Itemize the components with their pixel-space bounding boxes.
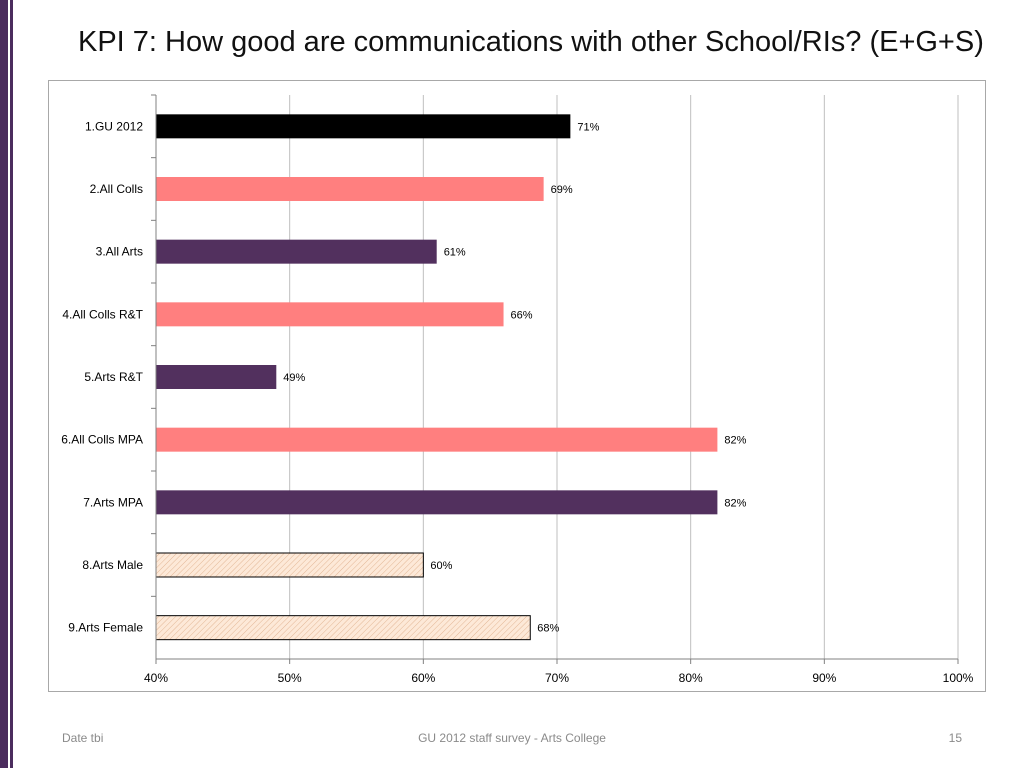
- category-label: 9.Arts Female: [68, 621, 143, 635]
- bar: [155, 615, 531, 641]
- side-accent-line: [10, 0, 13, 768]
- bar: [156, 239, 437, 264]
- data-label: 68%: [537, 623, 559, 635]
- category-label: 5.Arts R&T: [84, 370, 143, 384]
- category-label: 3.All Arts: [96, 245, 143, 259]
- x-tick-label: 40%: [144, 671, 168, 685]
- axes: 40% 50% 60% 70% 80% 90% 100% 1.GU 2012 2.All Col…: [61, 94, 974, 685]
- data-label: 66%: [511, 309, 533, 321]
- category-label: 6.All Colls MPA: [61, 433, 143, 447]
- bar: [156, 427, 718, 452]
- chart-frame: 71% 69% 61% 66% 49% 82% 82% 60% 68% 40% 50% 60% 70%…: [48, 80, 986, 692]
- data-label: 49%: [283, 372, 305, 384]
- x-tick-label: 60%: [411, 671, 435, 685]
- category-label: 1.GU 2012: [85, 119, 143, 133]
- x-tick-label: 70%: [545, 671, 569, 685]
- data-label: 69%: [551, 184, 573, 196]
- footer-title: GU 2012 staff survey - Arts College: [418, 731, 606, 745]
- x-tick-label: 90%: [812, 671, 836, 685]
- x-tick-label: 80%: [679, 671, 703, 685]
- bar: [156, 365, 277, 389]
- category-label: 7.Arts MPA: [83, 495, 143, 509]
- category-label: 2.All Colls: [90, 182, 143, 196]
- side-accent-bar: [0, 0, 8, 768]
- data-label: 71%: [577, 121, 599, 133]
- data-label: 60%: [430, 560, 452, 572]
- bar: [156, 302, 504, 327]
- bar: [156, 114, 571, 139]
- bar-chart: 71% 69% 61% 66% 49% 82% 82% 60% 68% 40% 50% 60% 70%…: [61, 94, 974, 685]
- page-title: KPI 7: How good are communications with …: [78, 26, 984, 58]
- bar: [155, 552, 424, 578]
- x-tick-label: 50%: [278, 671, 302, 685]
- bar: [156, 490, 718, 515]
- x-tick-label: 100%: [943, 671, 974, 685]
- category-label: 8.Arts Male: [82, 558, 143, 572]
- footer-date: Date tbi: [62, 731, 104, 745]
- page-number: 15: [948, 731, 962, 745]
- category-label: 4.All Colls R&T: [62, 307, 143, 321]
- bars: 71% 69% 61% 66% 49% 82% 82% 60% 68%: [155, 114, 747, 641]
- data-label: 61%: [444, 247, 466, 259]
- data-label: 82%: [724, 497, 746, 509]
- bar: [156, 177, 544, 201]
- data-label: 82%: [724, 435, 746, 447]
